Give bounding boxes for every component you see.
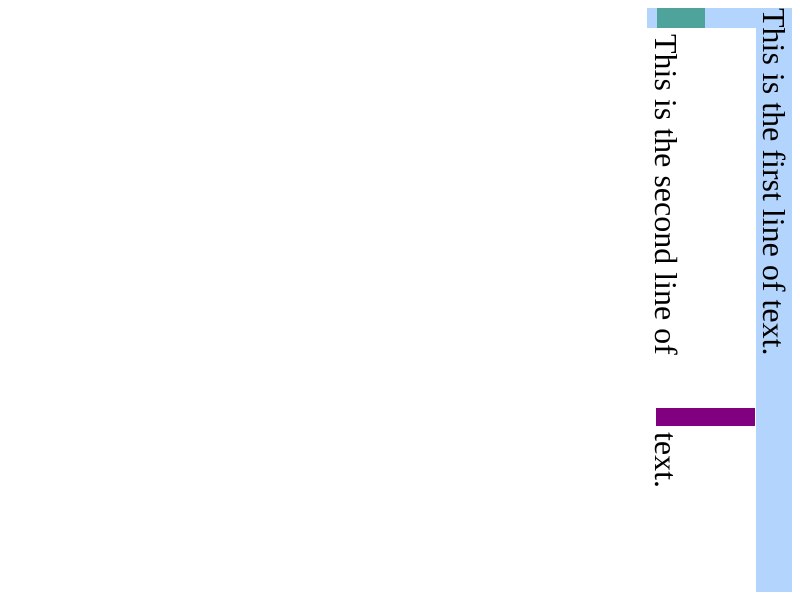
first-line-highlight — [756, 8, 792, 592]
purple-inline-marker — [656, 408, 755, 426]
teal-marker — [657, 8, 705, 28]
first-line-text: This is the first line of text. — [756, 8, 792, 356]
second-line-text-start: This is the second line of — [648, 34, 684, 355]
second-line-text-end: text. — [648, 432, 684, 488]
